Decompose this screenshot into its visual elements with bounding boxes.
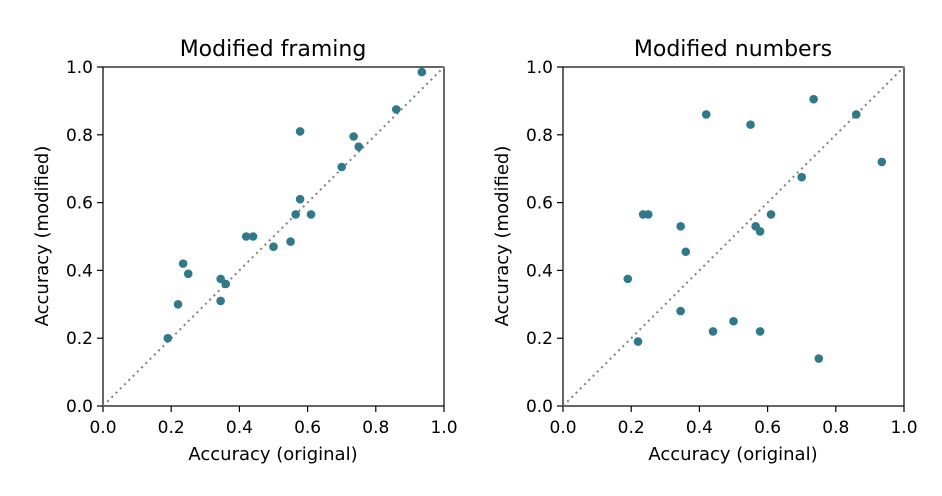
scatter-point [746,120,755,129]
scatter-point [178,259,188,268]
scatter-point [286,237,295,246]
y-tick-label: 0.0 [526,397,553,417]
scatter-points [623,94,887,363]
scatter-point [248,232,258,241]
scatter-point [633,337,643,346]
x-tick-label: 1.0 [430,418,457,438]
x-tick-label: 0.4 [226,418,253,438]
scatter-point [216,296,225,306]
scatter-point [814,354,824,363]
x-tick-label: 0.8 [362,418,389,438]
scatter-point [809,94,818,104]
scatter-point [676,306,685,316]
x-tick-label: 0.0 [89,418,116,438]
scatter-point [729,316,738,326]
scatter-point [417,67,427,77]
scatter-point [291,210,300,219]
identity-diagonal [102,66,445,407]
scatter-point [295,127,305,136]
chart-panel-modified-numbers: Modified numbers 0.0 0.2 0.4 0.6 0.8 1.0 0.00… [492,37,918,465]
scatter-point [755,227,765,236]
x-tick-label: 1.0 [890,418,917,438]
y-axis-ticks: 0.0 0.2 0.4 0.6 0.8 1.0 [526,58,563,417]
chart-title: Modified numbers [634,37,832,62]
scatter-point [173,300,183,309]
chart-panel-modified-framing: Modified framing 0.0 0.2 0.4 0.6 0.8 1.0 0.00… [32,37,458,465]
scatter-point [755,327,765,336]
x-axis-ticks: 0.0 0.2 0.4 0.6 0.8 1.0 [89,406,458,438]
y-tick-label: 0.8 [66,126,93,146]
scatter-point [681,247,691,257]
y-tick-label: 1.0 [526,58,553,78]
y-tick-label: 0.6 [526,194,553,214]
scatter-point [337,162,347,172]
scatter-point [643,210,653,219]
x-tick-label: 0.2 [158,418,185,438]
scatter-point [851,110,861,119]
scatter-point [391,105,401,114]
x-tick-label: 0.2 [618,418,645,438]
y-axis-label: Accuracy (modified) [32,146,53,327]
scatter-point [623,274,633,284]
x-tick-label: 0.6 [754,418,781,438]
scatter-point [701,110,711,119]
y-tick-label: 0.0 [66,397,93,417]
plot-frame [102,66,445,407]
scatter-point [221,279,231,289]
y-tick-label: 1.0 [66,58,93,78]
scatter-point [766,210,776,219]
y-axis-ticks: 0.0 0.2 0.4 0.6 0.8 1.0 [66,58,103,417]
y-tick-label: 0.6 [66,194,93,214]
chart-title: Modified framing [180,37,367,62]
scatter-point [354,142,364,151]
scatter-point [349,132,358,141]
x-axis-label: Accuracy (original) [648,444,817,465]
scatter-point [877,157,887,167]
y-tick-label: 0.2 [66,329,93,349]
y-tick-label: 0.8 [526,126,553,146]
x-tick-label: 0.8 [822,418,849,438]
scatter-points [163,67,427,343]
scatter-point [708,327,718,336]
scatter-point [163,333,173,343]
plot-frame [562,66,905,407]
y-axis-label: Accuracy (modified) [492,146,513,327]
x-axis-ticks: 0.0 0.2 0.4 0.6 0.8 1.0 [549,406,918,438]
scatter-point [676,222,685,231]
x-tick-label: 0.6 [294,418,321,438]
scatter-point [797,172,806,182]
y-tick-label: 0.2 [526,329,553,349]
x-tick-label: 0.0 [549,418,576,438]
y-tick-label: 0.4 [66,261,93,281]
identity-diagonal [562,66,905,407]
scatter-point [183,269,193,279]
scatter-point [306,210,316,219]
scatter-point [241,232,251,241]
y-tick-label: 0.4 [526,261,553,281]
x-axis-label: Accuracy (original) [188,444,357,465]
x-tick-label: 0.4 [686,418,713,438]
scatter-point [269,242,278,251]
scatter-point [295,194,305,204]
